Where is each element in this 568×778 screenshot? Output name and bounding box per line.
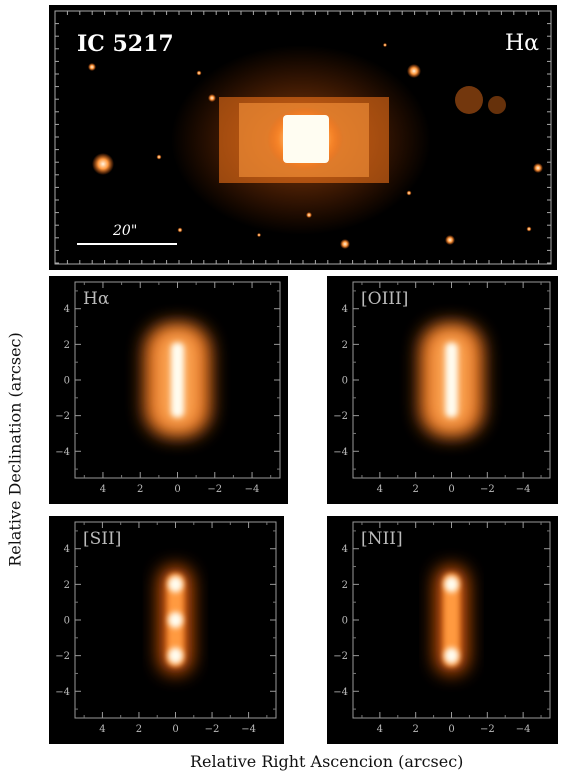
scale-bar-label: 20": [113, 223, 138, 239]
x-tick-label: −4: [516, 484, 531, 495]
emission-knot: [168, 647, 183, 664]
x-tick-label: −2: [480, 724, 495, 735]
nebula-overview-image: IC 5217 Hα 20": [49, 5, 557, 270]
x-tick-label: 0: [174, 484, 180, 495]
panel-graphic: 4 4 2 2 0 0 −2 −2 −4 −4 Hα: [49, 276, 288, 504]
x-tick-label: 2: [136, 724, 142, 735]
emission-core: [445, 342, 458, 418]
x-tick-label: 2: [137, 484, 143, 495]
y-tick-label: −4: [55, 447, 70, 458]
x-tick-label: 4: [99, 724, 105, 735]
panel-graphic: 4 4 2 2 0 0 −2 −2 −4 −4 [SII]: [49, 516, 284, 744]
panel-graphic: 4 4 2 2 0 0 −2 −2 −4 −4 [OIII]: [327, 276, 558, 504]
y-tick-label: 2: [64, 580, 70, 591]
x-tick-label: 0: [448, 484, 454, 495]
object-name: IC 5217: [77, 31, 174, 57]
x-tick-label: −2: [207, 484, 222, 495]
x-tick-label: 4: [377, 484, 383, 495]
x-tick-label: 0: [448, 724, 454, 735]
x-tick-label: 2: [412, 724, 418, 735]
y-tick-label: −2: [55, 651, 70, 662]
x-tick-label: 4: [377, 724, 383, 735]
panel-oiii: 4 4 2 2 0 0 −2 −2 −4 −4 [OIII]: [327, 276, 558, 504]
emission-line-label: Hα: [504, 31, 539, 56]
panel-nii: 4 4 2 2 0 0 −2 −2 −4 −4 [NII]: [327, 516, 558, 744]
x-tick-label: 0: [172, 724, 178, 735]
y-tick-label: 0: [342, 376, 348, 387]
x-tick-label: −4: [516, 724, 531, 735]
panel-sii: 4 4 2 2 0 0 −2 −2 −4 −4 [SII]: [49, 516, 284, 744]
panel-graphic: 4 4 2 2 0 0 −2 −2 −4 −4 [NII]: [327, 516, 558, 744]
scale-bar: [77, 243, 177, 245]
panel-label: Hα: [83, 289, 110, 309]
y-tick-label: −2: [333, 651, 348, 662]
y-tick-label: 0: [64, 616, 70, 627]
panel-halpha: 4 4 2 2 0 0 −2 −2 −4 −4 Hα: [49, 276, 288, 504]
y-tick-label: 4: [342, 304, 348, 315]
panel-label: [NII]: [361, 529, 403, 549]
x-tick-label: −4: [245, 484, 260, 495]
emission-knot: [168, 611, 183, 629]
y-tick-label: 2: [342, 580, 348, 591]
panel-label: [SII]: [83, 529, 121, 549]
y-tick-label: −2: [55, 411, 70, 422]
emission-knot: [444, 647, 459, 664]
y-tick-label: −4: [333, 687, 348, 698]
nebula-overview-graphic: [49, 5, 557, 270]
x-tick-label: −4: [241, 724, 256, 735]
panel-label: [OIII]: [361, 289, 408, 309]
y-tick-label: 4: [342, 544, 348, 555]
x-tick-label: −2: [205, 724, 220, 735]
emission-knot: [444, 576, 459, 593]
y-tick-label: 4: [64, 544, 70, 555]
emission-knot: [168, 576, 183, 593]
y-tick-label: −2: [333, 411, 348, 422]
y-tick-label: 2: [64, 340, 70, 351]
y-tick-label: 4: [64, 304, 70, 315]
y-axis-title: Relative Declination (arcsec): [5, 332, 25, 567]
emission-core: [170, 342, 185, 418]
x-axis-title: Relative Right Ascencion (arcsec): [190, 752, 464, 771]
y-tick-label: 0: [64, 376, 70, 387]
x-tick-label: 2: [412, 484, 418, 495]
y-tick-label: 2: [342, 340, 348, 351]
y-tick-label: 0: [342, 616, 348, 627]
x-tick-label: −2: [480, 484, 495, 495]
y-tick-label: −4: [333, 447, 348, 458]
emission-body: [443, 573, 460, 667]
x-tick-label: 4: [100, 484, 106, 495]
y-tick-label: −4: [55, 687, 70, 698]
